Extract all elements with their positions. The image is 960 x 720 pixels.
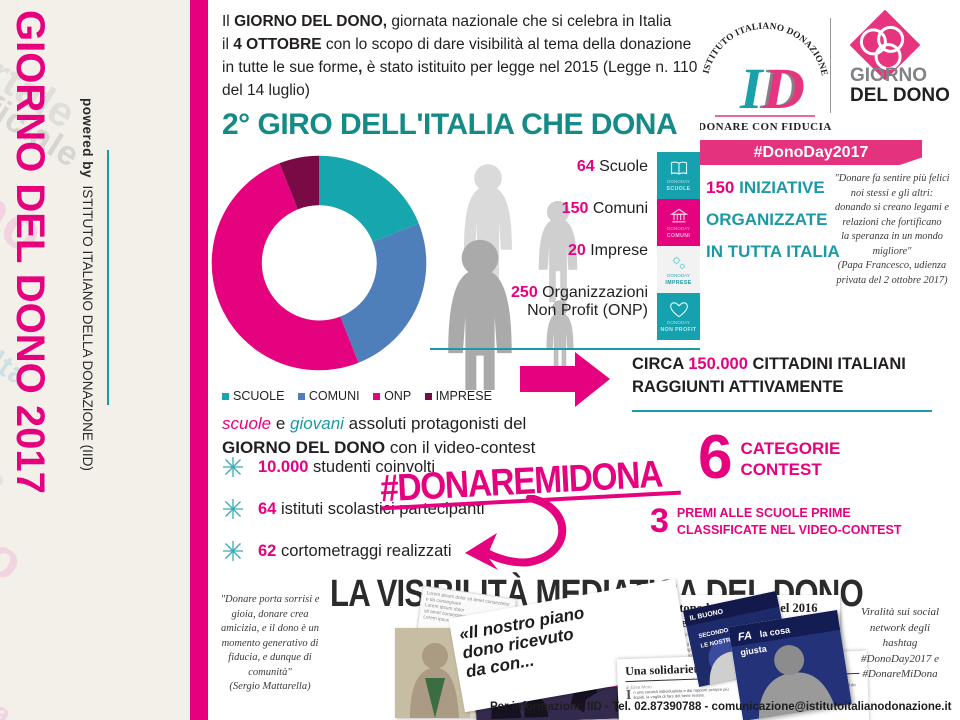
svg-text:FA: FA <box>737 630 753 644</box>
svg-text:DONARE CON FIDUCIA: DONARE CON FIDUCIA <box>700 121 832 133</box>
svg-text:D: D <box>762 56 805 121</box>
